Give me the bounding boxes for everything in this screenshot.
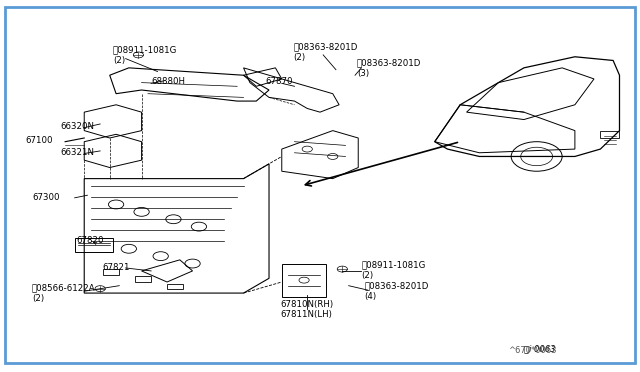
Text: 68880H: 68880H [151,77,185,86]
Text: ⓝ08911-1081G
(2): ⓝ08911-1081G (2) [362,260,426,280]
Text: ^670*0063: ^670*0063 [508,346,557,355]
Text: 67820: 67820 [77,236,104,245]
Text: 66321N: 66321N [60,148,94,157]
Bar [282,263,326,297]
Bar [103,269,119,275]
Text: 67100: 67100 [26,137,53,145]
Bar [75,238,113,253]
Text: 䙰ⅰ 0063: 䙰ⅰ 0063 [524,344,556,353]
Bar [135,276,151,282]
Text: ⓝ08911-1081G
(2): ⓝ08911-1081G (2) [113,45,177,65]
Text: Ⓝ08363-8201D
(2): Ⓝ08363-8201D (2) [293,43,358,62]
Text: Ⓝ08363-8201D
(3): Ⓝ08363-8201D (3) [357,58,421,77]
Text: Ⓝ08363-8201D
(4): Ⓝ08363-8201D (4) [365,282,429,301]
Bar [600,131,620,138]
Text: 67870: 67870 [266,77,293,86]
Text: 66320N: 66320N [60,122,94,131]
Bar [167,284,183,289]
Text: 67810N(RH)
67811N(LH): 67810N(RH) 67811N(LH) [280,300,333,320]
Text: Ⓝ08566-6122A
(2): Ⓝ08566-6122A (2) [32,283,95,303]
Text: 67821: 67821 [102,263,129,272]
Text: 67300: 67300 [32,193,60,202]
